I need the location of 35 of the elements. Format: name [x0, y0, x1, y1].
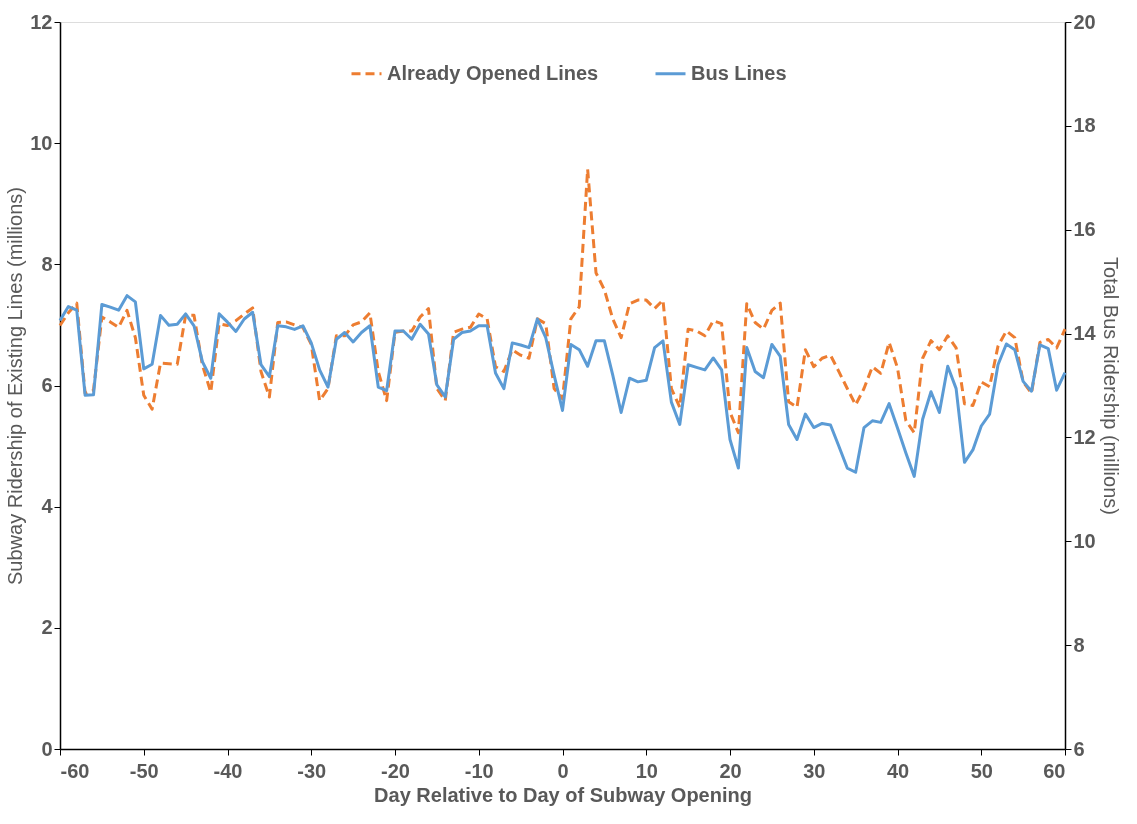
x-tick-label: -30: [297, 759, 327, 782]
x-tick-label: 10: [635, 759, 658, 782]
y2-tick-label: 6: [1073, 737, 1085, 760]
x-axis-title: Day Relative to Day of Subway Opening: [374, 783, 752, 806]
line-series: [58, 167, 1067, 435]
y2-tick-label: 14: [1073, 322, 1097, 345]
y2-tick-label: 10: [1073, 529, 1096, 552]
x-tick-label: -40: [213, 759, 243, 782]
y2-tick-label: 8: [1073, 633, 1085, 656]
y-tick-label: 10: [30, 131, 53, 154]
y-tick-label: 4: [41, 495, 54, 518]
x-tick-label: 40: [886, 759, 910, 782]
y2-tick-label: 16: [1073, 218, 1096, 241]
y2-tick-label: 20: [1073, 10, 1096, 33]
y-tick-label: 2: [41, 616, 53, 639]
y-tick-label: 0: [41, 737, 53, 760]
y-tick-label: 8: [41, 252, 53, 275]
y-axis-title: Subway Ridership of Existing Lines (millions): [4, 187, 27, 585]
y2-tick-label: 12: [1073, 425, 1096, 448]
legend-label: Already Opened Lines: [387, 61, 599, 84]
legend-label: Bus Lines: [691, 61, 787, 84]
x-tick-label: 0: [557, 759, 569, 782]
x-tick-label: 30: [803, 759, 826, 782]
x-tick-label: 20: [719, 759, 742, 782]
x-tick-label: -50: [129, 759, 159, 782]
y2-axis-title: Total Bus Ridership (millions): [1099, 257, 1122, 515]
y-tick-label: 12: [30, 10, 53, 33]
x-tick-label: -10: [464, 759, 494, 782]
y-tick-label: 6: [41, 374, 53, 396]
x-tick-label: -20: [381, 759, 410, 782]
x-tick-label: 60: [1043, 759, 1066, 782]
line-series: [58, 294, 1067, 478]
y2-tick-label: 18: [1073, 114, 1096, 137]
x-tick-label: -60: [60, 759, 90, 782]
x-tick-label: 50: [970, 759, 993, 782]
